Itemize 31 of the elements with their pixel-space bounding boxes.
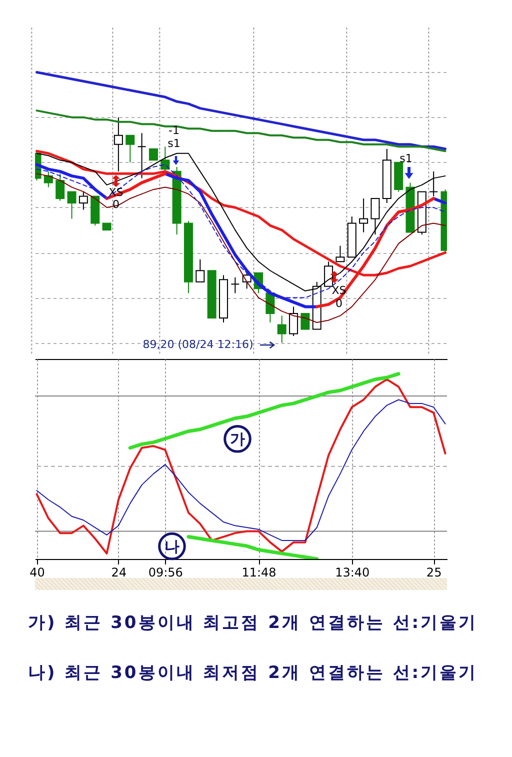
candlestick: [126, 134, 135, 163]
annotation: 89,20 (08/24 12:16): [142, 338, 254, 351]
candlestick: [324, 261, 334, 287]
candlestick: [277, 315, 286, 344]
x-tick-label: 25: [426, 566, 442, 580]
candlestick: [300, 312, 310, 330]
candlestick: [429, 170, 438, 197]
annotation: 0: [336, 297, 342, 310]
candlestick: [148, 148, 158, 161]
annotation: s1: [168, 137, 180, 150]
candlestick: [196, 258, 205, 282]
candlestick: [230, 276, 240, 294]
x-tick-label: 13:40: [335, 566, 370, 580]
candlestick: [336, 245, 345, 262]
x-tick-label: 09:56: [148, 566, 183, 580]
annotation: s1: [400, 152, 412, 165]
series-label: 가: [230, 430, 245, 448]
candlestick: [359, 198, 368, 233]
candlestick: [56, 173, 65, 202]
x-tick-label: 11:48: [242, 566, 276, 580]
text: 나) 최근 30봉이내 최저점 2개 연결하는 선:기울기: [28, 662, 478, 684]
x-tick-label: 40: [30, 566, 45, 580]
candlestick: [289, 306, 298, 337]
candlestick: [114, 116, 123, 172]
annotation: -1: [168, 124, 180, 137]
x-tick-label: 24: [111, 566, 127, 580]
series-label: 나: [164, 537, 180, 556]
candlestick: [370, 198, 380, 236]
text: 가) 최근 30봉이내 최고점 2개 연결하는 선:기울기: [28, 612, 478, 634]
candlestick: [67, 191, 76, 220]
candlestick: [78, 191, 88, 210]
